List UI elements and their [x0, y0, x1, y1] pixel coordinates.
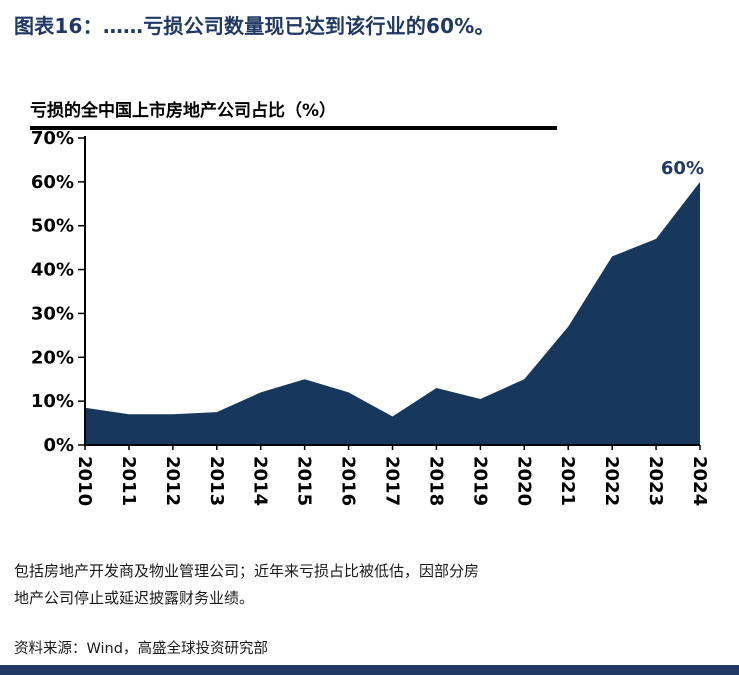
x-tick-label: 2011: [118, 456, 139, 506]
footnote-line: 包括房地产开发商及物业管理公司；近年来亏损占比被低估，因部分房: [14, 562, 480, 580]
y-tick-label: 70%: [31, 128, 74, 149]
x-tick-label: 2024: [689, 456, 710, 506]
y-tick-label: 60%: [31, 172, 74, 193]
x-tick-label: 2017: [382, 456, 403, 506]
bottom-bar: [0, 665, 739, 675]
y-tick-label: 30%: [31, 303, 74, 324]
y-tick-label: 0%: [43, 435, 74, 456]
footnote-line: 地产公司停止或延迟披露财务业绩。: [14, 589, 255, 607]
x-tick-label: 2014: [250, 456, 271, 506]
y-tick-label: 50%: [31, 216, 74, 237]
x-tick-label: 2020: [513, 456, 534, 506]
annotation-label: 60%: [661, 158, 704, 179]
exhibit-title: 图表16：……亏损公司数量现已达到该行业的60%。: [14, 14, 495, 38]
x-tick-label: 2022: [601, 456, 622, 506]
y-tick-label: 10%: [31, 391, 74, 412]
x-tick-label: 2019: [469, 456, 490, 506]
x-tick-label: 2018: [425, 456, 446, 506]
x-tick-label: 2016: [338, 456, 359, 506]
chart-title: 亏损的全中国上市房地产公司占比（%）: [30, 96, 557, 130]
area-chart: 0% 10% 20% 30% 40% 50% 60% 70% 2010 2011 2012 2013 2…: [31, 128, 710, 506]
y-tick-label: 40%: [31, 260, 74, 281]
area-series: [85, 181, 700, 445]
x-tick-label: 2021: [557, 456, 578, 506]
footnote: 包括房地产开发商及物业管理公司；近年来亏损占比被低估，因部分房 地产公司停止或延…: [14, 558, 694, 612]
source-line: 资料来源：Wind，高盛全球投资研究部: [14, 641, 268, 657]
x-tick-label: 2015: [294, 456, 315, 506]
x-tick-label: 2010: [74, 456, 95, 506]
y-tick-label: 20%: [31, 347, 74, 368]
x-tick-label: 2023: [645, 456, 666, 506]
x-tick-label: 2012: [162, 456, 183, 506]
x-tick-label: 2013: [206, 456, 227, 506]
